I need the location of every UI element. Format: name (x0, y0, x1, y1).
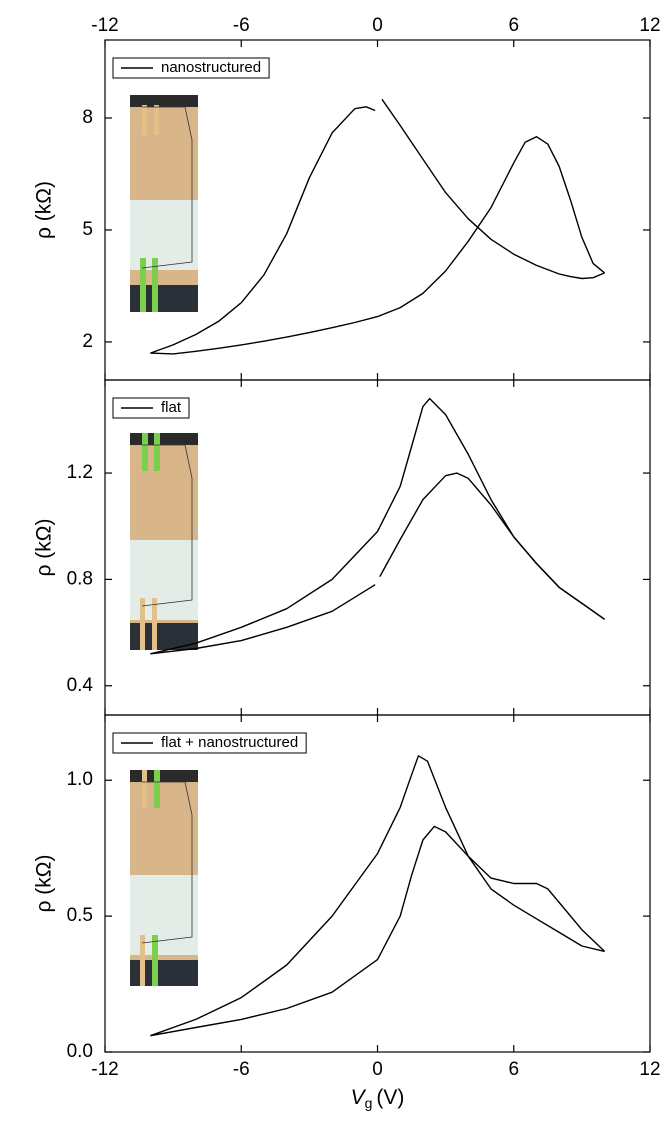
legend: flat (112, 397, 190, 419)
curve (150, 472, 606, 655)
y-tick-label: 0.8 (67, 568, 93, 589)
x-tick-label: -6 (233, 15, 250, 36)
x-tick-label: 0 (372, 15, 383, 36)
x-tick-label: -6 (233, 1059, 250, 1080)
x-axis-label: Vg (V) (351, 1086, 405, 1111)
legend-label: flat + nanostructured (161, 734, 298, 751)
y-axis-label: ρ (kΩ) (33, 181, 56, 239)
inset-images (130, 95, 198, 986)
x-tick-label: -12 (91, 15, 118, 36)
inset-image (130, 770, 198, 986)
x-tick-label: 12 (639, 15, 660, 36)
x-axis-symbol: V (351, 1086, 367, 1109)
x-axis-unit: (V) (376, 1086, 404, 1109)
y-tick-label: 2 (82, 331, 93, 352)
curve (150, 755, 605, 1037)
curve (150, 825, 606, 1037)
legend: nanostructured (112, 57, 270, 79)
legend-box (112, 57, 270, 79)
x-tick-label: 6 (508, 15, 519, 36)
x-tick-label: 12 (639, 1059, 660, 1080)
legend-label: nanostructured (161, 59, 261, 76)
curve (150, 98, 605, 354)
y-tick-label: 1.0 (67, 769, 93, 790)
y-tick-label: 0.5 (67, 905, 93, 926)
curve (150, 397, 606, 655)
x-tick-label: 6 (508, 1059, 519, 1080)
y-axis-label: ρ (kΩ) (33, 855, 56, 913)
curve (150, 136, 606, 355)
y-tick-label: 0.4 (67, 675, 94, 696)
inset-image (130, 95, 198, 312)
x-tick-label: -12 (91, 1059, 118, 1080)
y-tick-label: 8 (82, 107, 93, 128)
y-axis-label: ρ (kΩ) (33, 519, 56, 577)
legend-box (112, 732, 307, 754)
legend-label: flat (161, 399, 182, 416)
y-tick-label: 5 (82, 219, 93, 240)
x-tick-label: 0 (372, 1059, 383, 1080)
legend: flat + nanostructured (112, 732, 307, 754)
y-tick-label: 1.2 (67, 462, 93, 483)
x-axis-subscript: g (365, 1095, 373, 1111)
inset-image (130, 433, 198, 650)
y-tick-label: 0.0 (67, 1041, 93, 1062)
